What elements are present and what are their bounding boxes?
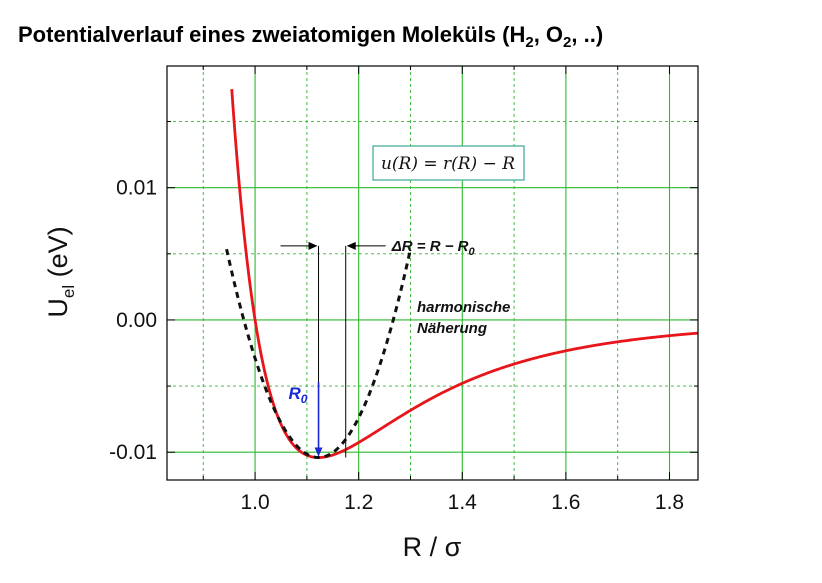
y-axis-label: Uel (eV)	[43, 226, 78, 317]
y-tick-label: -0.01	[109, 441, 157, 464]
grid	[167, 66, 698, 480]
formula-box	[372, 145, 525, 181]
y-axis-label-text: Uel (eV)	[43, 226, 78, 317]
harmonic-label-line2: Näherung	[417, 320, 487, 337]
harmonic-label-line1: harmonische	[417, 299, 510, 316]
formula-text: u(R) = r(R) − R	[381, 154, 515, 174]
x-tick-label: 1.2	[344, 491, 373, 514]
plot-frame	[166, 65, 699, 481]
annotations: ΔR = R − R0 R0 harmonische Näherung u(R) = r…	[280, 145, 525, 458]
r0-arrowhead	[314, 447, 323, 457]
page-title: Potentialverlauf eines zweiatomigen Mole…	[18, 22, 604, 51]
x-tick-label: 1.8	[655, 491, 684, 514]
delta-r-label: ΔR = R − R0	[391, 238, 476, 258]
x-tick-label: 1.6	[551, 491, 580, 514]
ticks: 1.0 1.2 1.4 1.6 1.8 -0.01 0.00 0.01	[109, 66, 698, 514]
delta-arrowhead-left	[308, 241, 318, 250]
delta-arrowhead-right	[346, 241, 356, 250]
r0-label: R0	[289, 384, 308, 406]
x-tick-label: 1.4	[448, 491, 478, 514]
y-tick-label: 0.01	[116, 177, 157, 200]
y-tick-label: 0.00	[116, 309, 157, 332]
x-axis-label: R / σ	[403, 532, 462, 562]
x-tick-label: 1.0	[240, 491, 269, 514]
lennard-jones-curve	[230, 89, 698, 459]
